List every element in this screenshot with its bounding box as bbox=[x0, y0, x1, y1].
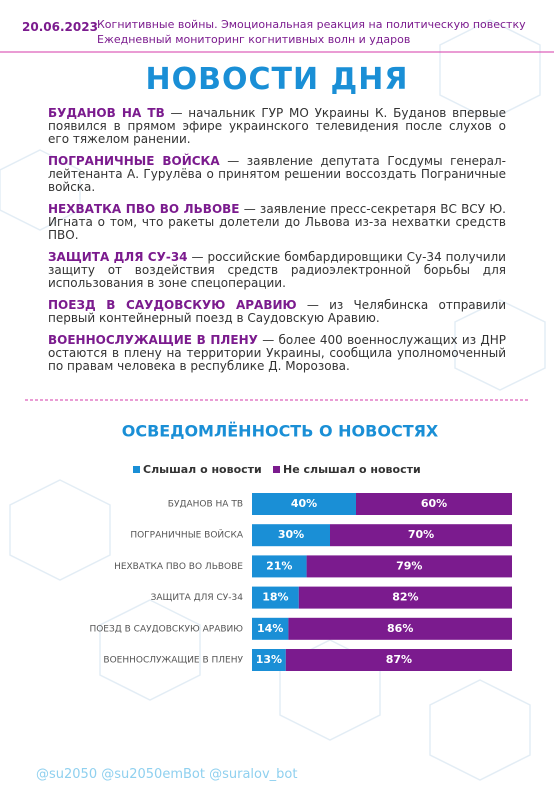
news-item: НЕХВАТКА ПВО ВО ЛЬВОВЕ — заявление пресс… bbox=[48, 203, 506, 242]
category-label: НЕХВАТКА ПВО ВО ЛЬВОВЕ bbox=[114, 562, 243, 572]
chart-title: ОСВЕДОМЛЁННОСТЬ О НОВОСТЯХ bbox=[122, 422, 439, 441]
news-head: ВОЕННОСЛУЖАЩИЕ В ПЛЕНУ bbox=[48, 333, 258, 347]
bar-segment bbox=[285, 649, 512, 671]
bar-segment bbox=[288, 617, 512, 640]
bar-segment bbox=[252, 524, 330, 547]
news-head: НЕХВАТКА ПВО ВО ЛЬВОВЕ bbox=[48, 202, 240, 216]
category-label: ВОЕННОСЛУЖАЩИЕ В ПЛЕНУ bbox=[103, 656, 243, 666]
legend-label: Не слышал о новости bbox=[283, 463, 421, 476]
header-line: Когнитивные войны. Эмоциональная реакция… bbox=[97, 18, 526, 31]
category-label: БУДАНОВ НА ТВ bbox=[168, 500, 243, 510]
bar-segment bbox=[356, 493, 512, 515]
value-label: 86% bbox=[387, 622, 413, 635]
news-item: ПОГРАНИЧНЫЕ ВОЙСКА — заявление депутата … bbox=[48, 155, 506, 194]
category-label: ПОГРАНИЧНЫЕ ВОЙСКА bbox=[130, 529, 244, 541]
news-head: ЗАЩИТА ДЛЯ СУ-34 bbox=[48, 250, 188, 264]
news-text: — начальник ГУР МО Украины К. Буданов вп… bbox=[48, 106, 506, 146]
value-label: 13% bbox=[256, 653, 282, 666]
bar-segment bbox=[306, 555, 512, 578]
news-item: ПОЕЗД В САУДОВСКУЮ АРАВИЮ — из Челябинск… bbox=[48, 299, 506, 325]
value-label: 70% bbox=[408, 528, 434, 541]
news-text: — заявление пресс-секретаря ВС ВСУ Ю. Иг… bbox=[48, 202, 506, 242]
news-text: — заявление депутата Госдумы генерал-лей… bbox=[48, 154, 506, 194]
bar-segment bbox=[252, 493, 356, 515]
bar-segment bbox=[252, 649, 286, 671]
news-item: БУДАНОВ НА ТВ — начальник ГУР МО Украины… bbox=[48, 107, 506, 146]
news-text: — более 400 военнослужащих из ДНР остают… bbox=[48, 333, 506, 373]
value-label: 60% bbox=[421, 497, 447, 510]
footer: @su2050 @su2050emBot @suralov_bot bbox=[36, 767, 298, 782]
category-label: ПОЕЗД В САУДОВСКУЮ АРАВИЮ bbox=[89, 624, 243, 634]
legend-swatch bbox=[273, 466, 280, 473]
news-head: БУДАНОВ НА ТВ bbox=[48, 106, 165, 120]
bar-segment bbox=[330, 524, 512, 547]
value-label: 30% bbox=[278, 528, 304, 541]
bar-segment bbox=[298, 586, 512, 609]
date: 20.06.2023 bbox=[22, 20, 98, 34]
news-head: ПОЕЗД В САУДОВСКУЮ АРАВИЮ bbox=[48, 298, 297, 312]
news-text: — российские бомбардировщики Су-34 получ… bbox=[48, 250, 506, 290]
bar-segment bbox=[252, 617, 289, 640]
value-label: 40% bbox=[291, 497, 317, 510]
news-item: ЗАЩИТА ДЛЯ СУ-34 — российские бомбардиро… bbox=[48, 251, 506, 290]
news-list: БУДАНОВ НА ТВ — начальник ГУР МО Украины… bbox=[48, 107, 506, 382]
page-title: НОВОСТИ ДНЯ bbox=[145, 62, 409, 97]
news-text: — из Челябинска отправили первый контейн… bbox=[48, 298, 506, 325]
news-head: ПОГРАНИЧНЫЕ ВОЙСКА bbox=[48, 154, 220, 168]
legend-swatch bbox=[133, 466, 140, 473]
value-label: 21% bbox=[266, 559, 292, 572]
value-label: 14% bbox=[257, 622, 283, 635]
bar-segment bbox=[252, 586, 299, 609]
bar-segment bbox=[252, 555, 307, 578]
category-label: ЗАЩИТА ДЛЯ СУ-34 bbox=[151, 593, 244, 603]
news-item: ВОЕННОСЛУЖАЩИЕ В ПЛЕНУ — более 400 военн… bbox=[48, 334, 506, 373]
value-label: 79% bbox=[396, 559, 422, 572]
chart: ОСВЕДОМЛЁННОСТЬ О НОВОСТЯХ Слышал о ново… bbox=[89, 422, 512, 671]
header-line: Ежедневный мониторинг когнитивных волн и… bbox=[97, 33, 411, 46]
legend-label: Слышал о новости bbox=[143, 463, 262, 476]
value-label: 82% bbox=[392, 591, 418, 604]
value-label: 18% bbox=[262, 591, 288, 604]
value-label: 87% bbox=[386, 653, 412, 666]
